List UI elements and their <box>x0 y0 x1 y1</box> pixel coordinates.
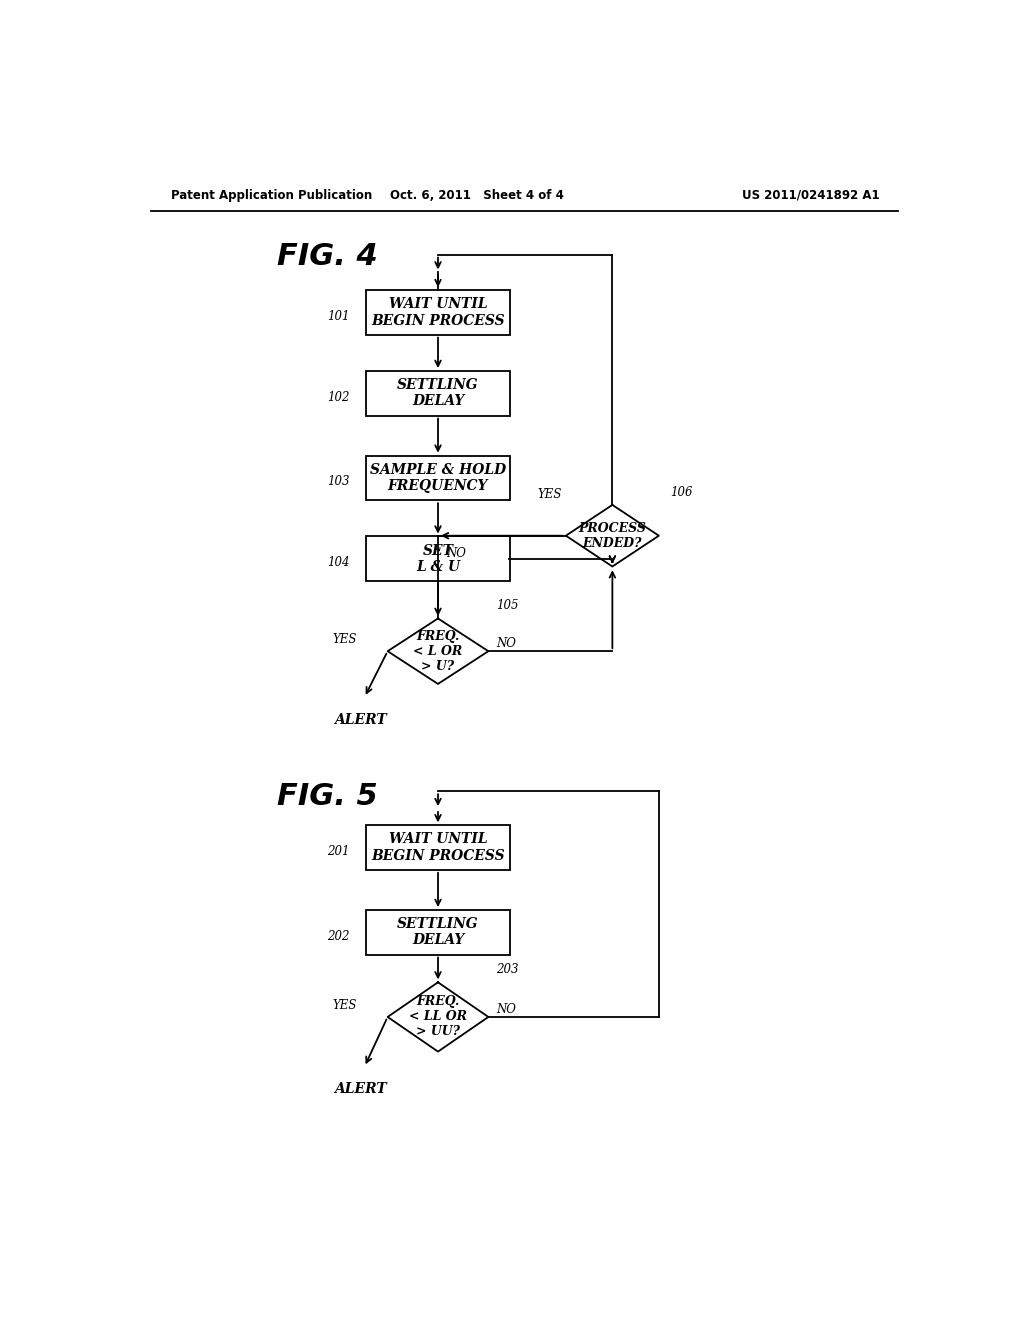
Text: ALERT: ALERT <box>334 713 387 727</box>
Text: YES: YES <box>538 488 562 502</box>
Text: PROCESS
ENDED?: PROCESS ENDED? <box>579 521 646 549</box>
Text: 202: 202 <box>327 929 349 942</box>
Text: 102: 102 <box>327 391 349 404</box>
Text: WAIT UNTIL
BEGIN PROCESS: WAIT UNTIL BEGIN PROCESS <box>371 297 505 327</box>
Text: NO: NO <box>496 1003 516 1016</box>
Text: FREQ.
< LL OR
> UU?: FREQ. < LL OR > UU? <box>409 995 467 1039</box>
Text: SAMPLE & HOLD
FREQUENCY: SAMPLE & HOLD FREQUENCY <box>370 463 506 494</box>
Text: NO: NO <box>445 548 466 560</box>
Text: 105: 105 <box>496 599 518 612</box>
Text: FIG. 5: FIG. 5 <box>276 781 378 810</box>
Text: 201: 201 <box>327 845 349 858</box>
Text: YES: YES <box>333 999 357 1012</box>
Text: Patent Application Publication: Patent Application Publication <box>171 189 372 202</box>
FancyBboxPatch shape <box>367 825 510 870</box>
Text: SETTLING
DELAY: SETTLING DELAY <box>397 917 479 948</box>
Text: SET
L & U: SET L & U <box>416 544 460 574</box>
Text: SETTLING
DELAY: SETTLING DELAY <box>397 378 479 408</box>
Text: NO: NO <box>496 638 516 649</box>
Text: 101: 101 <box>327 310 349 323</box>
Polygon shape <box>388 619 488 684</box>
FancyBboxPatch shape <box>367 290 510 335</box>
Text: FIG. 4: FIG. 4 <box>276 242 378 271</box>
Text: ALERT: ALERT <box>334 1082 387 1097</box>
Text: YES: YES <box>333 634 357 647</box>
FancyBboxPatch shape <box>367 536 510 581</box>
Polygon shape <box>388 982 488 1052</box>
Text: US 2011/0241892 A1: US 2011/0241892 A1 <box>742 189 880 202</box>
Text: 104: 104 <box>327 556 349 569</box>
Text: Oct. 6, 2011   Sheet 4 of 4: Oct. 6, 2011 Sheet 4 of 4 <box>390 189 563 202</box>
Text: 103: 103 <box>327 475 349 488</box>
Text: WAIT UNTIL
BEGIN PROCESS: WAIT UNTIL BEGIN PROCESS <box>371 833 505 863</box>
FancyBboxPatch shape <box>367 455 510 500</box>
FancyBboxPatch shape <box>367 371 510 416</box>
Polygon shape <box>566 506 658 566</box>
Text: 203: 203 <box>496 964 518 977</box>
Text: 106: 106 <box>671 486 693 499</box>
FancyBboxPatch shape <box>367 909 510 954</box>
Text: FREQ.
< L OR
> U?: FREQ. < L OR > U? <box>414 630 463 673</box>
